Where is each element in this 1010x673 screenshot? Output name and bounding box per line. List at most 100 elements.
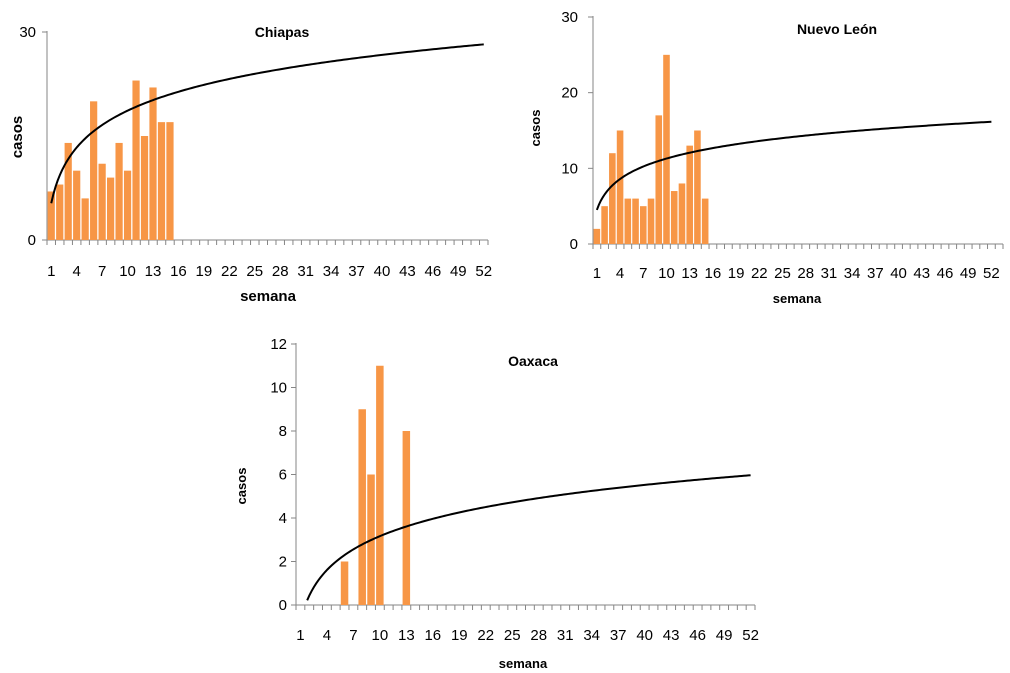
bar	[632, 198, 639, 244]
x-tick-label: 19	[728, 265, 745, 282]
x-tick-label: 52	[742, 627, 759, 644]
x-tick-label: 40	[636, 627, 653, 644]
bar	[663, 54, 670, 245]
chart-nuevo-le-n: 0 10 20 30 1 4 7 10 13 16 19 22 25 28 31 34 37 40 43 46 49 52…	[528, 9, 1004, 306]
x-tick-label: 13	[681, 265, 698, 282]
x-axis-label: semana	[499, 656, 548, 671]
x-tick-label: 10	[658, 265, 675, 282]
x-tick-label: 34	[844, 265, 861, 282]
y-tick-label: 10	[270, 380, 287, 397]
x-tick-label: 43	[663, 627, 680, 644]
x-tick-label: 4	[73, 263, 81, 280]
bar	[340, 561, 349, 605]
x-axis-label: semana	[773, 291, 822, 306]
bar	[647, 198, 655, 244]
x-tick-label: 28	[272, 263, 289, 280]
x-tick-label: 7	[98, 263, 106, 280]
x-tick-label: 19	[196, 263, 213, 280]
trend-line	[595, 120, 992, 211]
x-tick-label: 1	[296, 627, 304, 644]
bar	[123, 170, 132, 240]
y-tick-label: 0	[28, 232, 36, 249]
x-tick-label: 28	[797, 265, 814, 282]
x-tick-label: 34	[583, 627, 600, 644]
x-tick-label: 10	[372, 627, 389, 644]
chart-title: Oaxaca	[508, 353, 558, 369]
chart-title: Nuevo León	[797, 21, 877, 37]
x-tick-label: 4	[616, 265, 624, 282]
bar	[694, 130, 701, 244]
x-tick-label: 43	[399, 263, 416, 280]
bar	[616, 130, 624, 244]
x-tick-label: 40	[890, 265, 907, 282]
y-tick-label: 4	[279, 510, 287, 527]
bar	[166, 122, 174, 240]
y-tick-label: 2	[279, 554, 287, 571]
x-tick-label: 31	[821, 265, 838, 282]
x-tick-label: 31	[557, 627, 574, 644]
y-tick-label: 12	[270, 336, 287, 353]
y-tick-label: 0	[570, 236, 578, 253]
y-tick-label: 30	[19, 24, 36, 41]
x-tick-label: 25	[504, 627, 521, 644]
x-tick-label: 22	[221, 263, 238, 280]
x-tick-label: 52	[475, 263, 492, 280]
bar	[140, 136, 149, 240]
x-tick-label: 31	[297, 263, 314, 280]
x-tick-label: 49	[960, 265, 977, 282]
x-tick-label: 4	[323, 627, 331, 644]
x-tick-label: 13	[145, 263, 162, 280]
x-tick-label: 16	[170, 263, 187, 280]
bar	[90, 101, 98, 240]
x-tick-label: 49	[450, 263, 467, 280]
bar	[157, 122, 166, 240]
x-tick-label: 46	[937, 265, 954, 282]
y-tick-label: 20	[561, 85, 578, 102]
x-tick-label: 28	[530, 627, 547, 644]
y-tick-label: 10	[561, 160, 578, 177]
y-axis-label: casos	[234, 468, 249, 505]
bar	[655, 115, 663, 244]
x-tick-label: 19	[451, 627, 468, 644]
x-tick-label: 52	[983, 265, 1000, 282]
x-tick-label: 46	[425, 263, 442, 280]
x-tick-label: 25	[774, 265, 791, 282]
chart-chiapas: 0 30 1 4 7 10 13 16 19 22 25 28 31 34 37 40 43 46 49 52 Chia…	[9, 24, 492, 305]
bar	[56, 184, 64, 240]
x-tick-label: 37	[348, 263, 365, 280]
y-tick-label: 8	[279, 423, 287, 440]
bar	[115, 142, 123, 240]
bar	[593, 228, 601, 244]
bar	[639, 206, 647, 244]
x-axis-label: semana	[240, 288, 297, 305]
chart-title: Chiapas	[255, 24, 310, 40]
bar	[701, 198, 709, 244]
bar	[73, 170, 81, 240]
x-tick-label: 1	[47, 263, 55, 280]
x-tick-label: 49	[716, 627, 733, 644]
x-tick-label: 16	[705, 265, 722, 282]
bar	[686, 145, 693, 244]
x-tick-label: 25	[246, 263, 263, 280]
y-tick-label: 6	[279, 467, 287, 484]
bar	[601, 206, 608, 244]
x-tick-label: 10	[119, 263, 136, 280]
y-tick-label: 0	[279, 597, 287, 614]
x-tick-label: 22	[477, 627, 494, 644]
y-axis-label: casos	[528, 110, 543, 147]
x-tick-label: 16	[424, 627, 441, 644]
bar	[81, 198, 89, 240]
x-tick-label: 1	[593, 265, 601, 282]
x-tick-label: 37	[610, 627, 627, 644]
trend-line	[50, 43, 484, 204]
bar	[149, 87, 157, 240]
bar	[402, 431, 411, 605]
bar	[624, 198, 632, 244]
x-tick-label: 7	[639, 265, 647, 282]
bar	[132, 80, 140, 241]
x-tick-label: 13	[398, 627, 415, 644]
y-tick-label: 30	[561, 9, 578, 26]
bar	[609, 153, 616, 244]
